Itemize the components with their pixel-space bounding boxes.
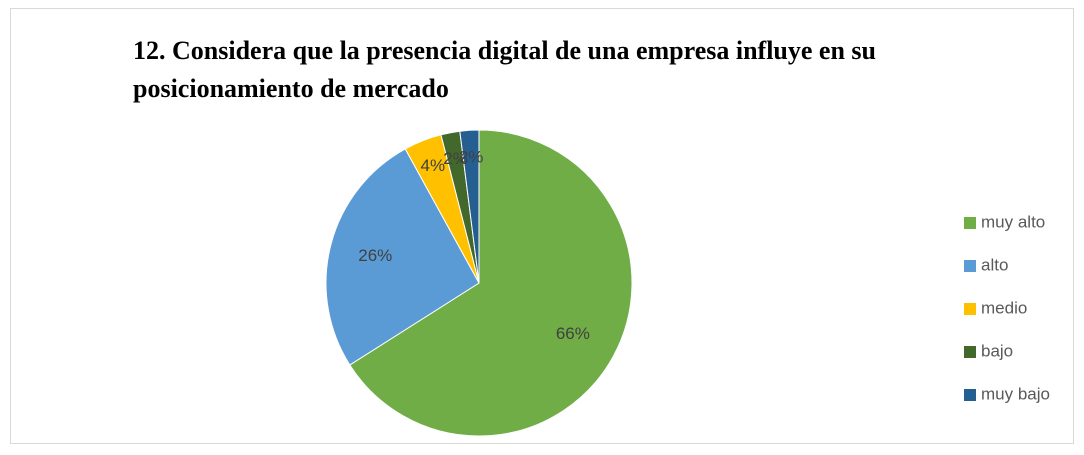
legend-label: medio <box>981 298 1027 317</box>
legend-label: muy bajo <box>981 384 1050 403</box>
chart-frame <box>10 8 1074 444</box>
legend-swatch <box>964 303 976 315</box>
legend-label: bajo <box>981 341 1013 360</box>
pie-slice <box>459 129 480 284</box>
legend-swatch <box>964 389 976 401</box>
data-label: 2% <box>459 147 484 166</box>
data-label: 4% <box>421 156 446 175</box>
data-label: 26% <box>358 246 392 265</box>
legend-swatch <box>964 217 976 229</box>
legend-swatch <box>964 260 976 272</box>
chart-title: 12. Considera que la presencia digital d… <box>133 36 876 103</box>
pie-slice <box>325 148 480 366</box>
data-label: 2% <box>443 149 468 168</box>
legend-swatch <box>964 346 976 358</box>
pie-slice <box>349 129 633 437</box>
data-label: 66% <box>556 324 590 343</box>
legend-label: muy alto <box>981 212 1045 231</box>
legend-label: alto <box>981 255 1008 274</box>
